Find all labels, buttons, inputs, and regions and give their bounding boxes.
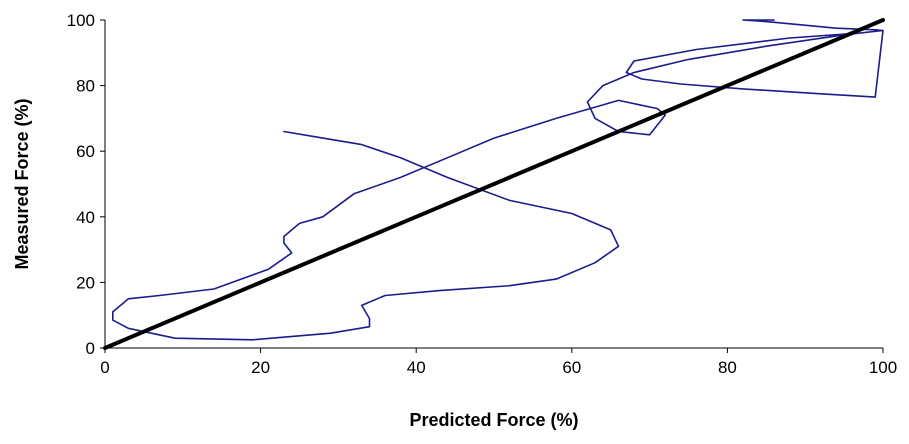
x-tick-label: 60 (562, 358, 581, 377)
y-tick-label: 40 (76, 208, 95, 227)
x-tick-label: 0 (100, 358, 109, 377)
axes: 0 20 40 60 80 100 0 20 40 60 80 100 (67, 11, 898, 377)
x-tick-label: 100 (869, 358, 897, 377)
plot-area (103, 18, 885, 350)
y-axis-title: Measured Force (%) (12, 98, 32, 269)
x-tick-label: 20 (251, 358, 270, 377)
y-tick-label: 20 (76, 273, 95, 292)
y-tick-label: 0 (86, 339, 95, 358)
y-tick-label: 80 (76, 77, 95, 96)
reference-line (103, 18, 885, 350)
measured-force-line (112, 19, 884, 341)
y-tick-label: 100 (67, 11, 95, 30)
x-axis-title: Predicted Force (%) (409, 410, 578, 430)
y-tick-label: 60 (76, 142, 95, 161)
x-tick-label: 40 (407, 358, 426, 377)
x-tick-label: 80 (718, 358, 737, 377)
